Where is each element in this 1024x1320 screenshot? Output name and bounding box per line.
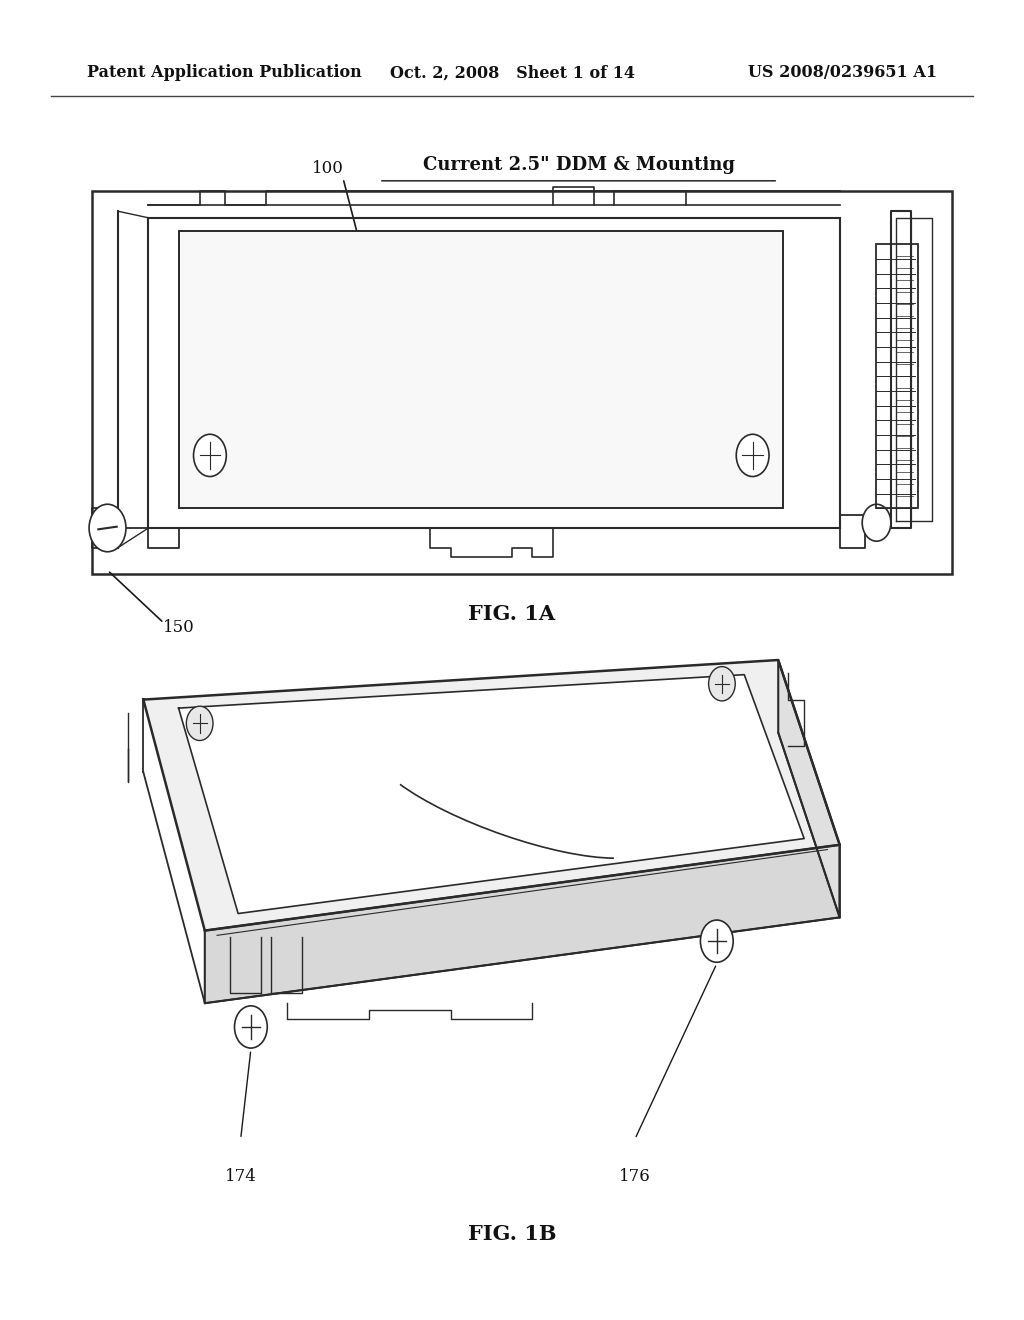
Circle shape <box>194 434 226 477</box>
FancyBboxPatch shape <box>92 191 952 574</box>
Text: FIG. 1A: FIG. 1A <box>468 603 556 624</box>
Text: 176: 176 <box>618 1168 651 1185</box>
Circle shape <box>89 504 126 552</box>
Bar <box>876 244 918 508</box>
Text: 174: 174 <box>224 1168 257 1185</box>
Text: Oct. 2, 2008   Sheet 1 of 14: Oct. 2, 2008 Sheet 1 of 14 <box>389 65 635 81</box>
Circle shape <box>736 434 769 477</box>
Text: Patent Application Publication: Patent Application Publication <box>87 65 361 81</box>
Text: FIG. 1B: FIG. 1B <box>468 1224 556 1245</box>
Polygon shape <box>178 675 804 913</box>
Polygon shape <box>205 845 840 1003</box>
Text: Current 2.5" DDM & Mounting: Current 2.5" DDM & Mounting <box>423 156 734 174</box>
Polygon shape <box>778 660 840 917</box>
Text: 100: 100 <box>311 161 344 177</box>
Circle shape <box>186 706 213 741</box>
Circle shape <box>862 504 891 541</box>
Bar <box>179 231 783 508</box>
Circle shape <box>709 667 735 701</box>
Text: US 2008/0239651 A1: US 2008/0239651 A1 <box>748 65 937 81</box>
Circle shape <box>700 920 733 962</box>
Text: 150: 150 <box>163 619 196 635</box>
Polygon shape <box>143 660 840 931</box>
Circle shape <box>234 1006 267 1048</box>
